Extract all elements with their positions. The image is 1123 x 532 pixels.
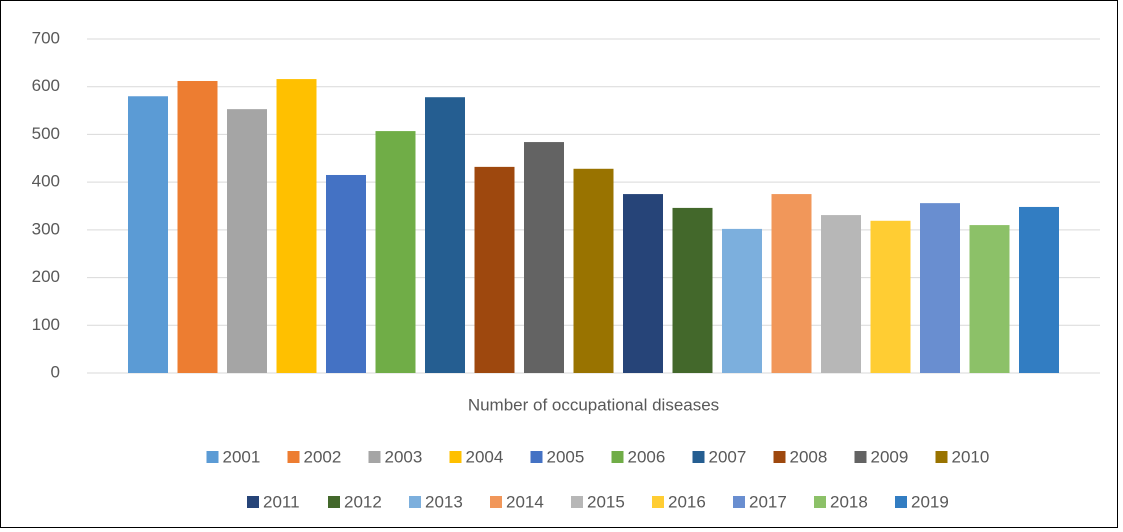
y-tick-label: 100 bbox=[32, 315, 60, 334]
legend-label: 2006 bbox=[628, 447, 666, 466]
bar bbox=[375, 131, 416, 373]
bar bbox=[623, 194, 663, 373]
legend-swatch bbox=[854, 451, 867, 463]
legend-label: 2019 bbox=[911, 492, 949, 511]
legend-swatch bbox=[611, 451, 624, 463]
legend-swatch bbox=[935, 451, 948, 463]
y-tick-label: 0 bbox=[51, 362, 60, 381]
bar bbox=[177, 80, 218, 373]
bar bbox=[326, 174, 366, 373]
legend-label: 2016 bbox=[668, 492, 706, 511]
legend-swatch bbox=[652, 496, 664, 508]
legend-swatch bbox=[368, 451, 381, 463]
legend-swatch bbox=[206, 451, 219, 463]
legend-label: 2013 bbox=[425, 492, 463, 511]
bar bbox=[524, 142, 564, 373]
legend-swatch bbox=[449, 451, 462, 463]
legend-label: 2015 bbox=[587, 492, 625, 511]
y-tick-label: 700 bbox=[32, 28, 60, 47]
legend-label: 2003 bbox=[385, 447, 423, 466]
legend-label: 2001 bbox=[223, 447, 261, 466]
bar bbox=[771, 194, 812, 373]
legend-label: 2018 bbox=[830, 492, 868, 511]
legend-label: 2010 bbox=[952, 447, 990, 466]
y-tick-label: 300 bbox=[32, 219, 60, 238]
bar bbox=[969, 225, 1010, 373]
legend-swatch bbox=[773, 451, 786, 463]
legend-swatch bbox=[692, 451, 705, 463]
bar bbox=[1019, 206, 1059, 373]
legend-label: 2004 bbox=[466, 447, 504, 466]
legend-label: 2005 bbox=[547, 447, 585, 466]
y-tick-label: 200 bbox=[32, 267, 60, 286]
legend-swatch bbox=[571, 496, 583, 508]
bar bbox=[920, 203, 960, 373]
legend-swatch bbox=[328, 496, 340, 508]
legend-swatch bbox=[814, 496, 826, 508]
legend-swatch bbox=[409, 496, 421, 508]
legend-swatch bbox=[530, 451, 543, 463]
bar bbox=[573, 168, 614, 373]
legend-swatch bbox=[733, 496, 745, 508]
bar bbox=[672, 207, 713, 373]
y-tick-label: 600 bbox=[32, 76, 60, 95]
legend-label: 2011 bbox=[263, 492, 300, 511]
bar bbox=[276, 79, 317, 373]
bar bbox=[128, 96, 168, 373]
y-tick-label: 500 bbox=[32, 124, 60, 143]
legend-swatch bbox=[490, 496, 502, 508]
legend-swatch bbox=[287, 451, 300, 463]
legend-label: 2017 bbox=[749, 492, 787, 511]
legend-swatch bbox=[247, 496, 259, 508]
bar bbox=[227, 109, 267, 373]
legend-swatch bbox=[895, 496, 907, 508]
legend-label: 2014 bbox=[506, 492, 544, 511]
legend-label: 2012 bbox=[344, 492, 382, 511]
x-category-label: Number of occupational diseases bbox=[468, 395, 719, 414]
bar bbox=[870, 220, 911, 373]
bar bbox=[474, 166, 515, 373]
bar bbox=[722, 228, 762, 373]
y-tick-label: 400 bbox=[32, 172, 60, 191]
bar bbox=[821, 215, 861, 373]
bar bbox=[425, 97, 465, 373]
legend-label: 2002 bbox=[304, 447, 342, 466]
legend-label: 2007 bbox=[709, 447, 747, 466]
legend-label: 2009 bbox=[871, 447, 909, 466]
legend-label: 2008 bbox=[790, 447, 828, 466]
